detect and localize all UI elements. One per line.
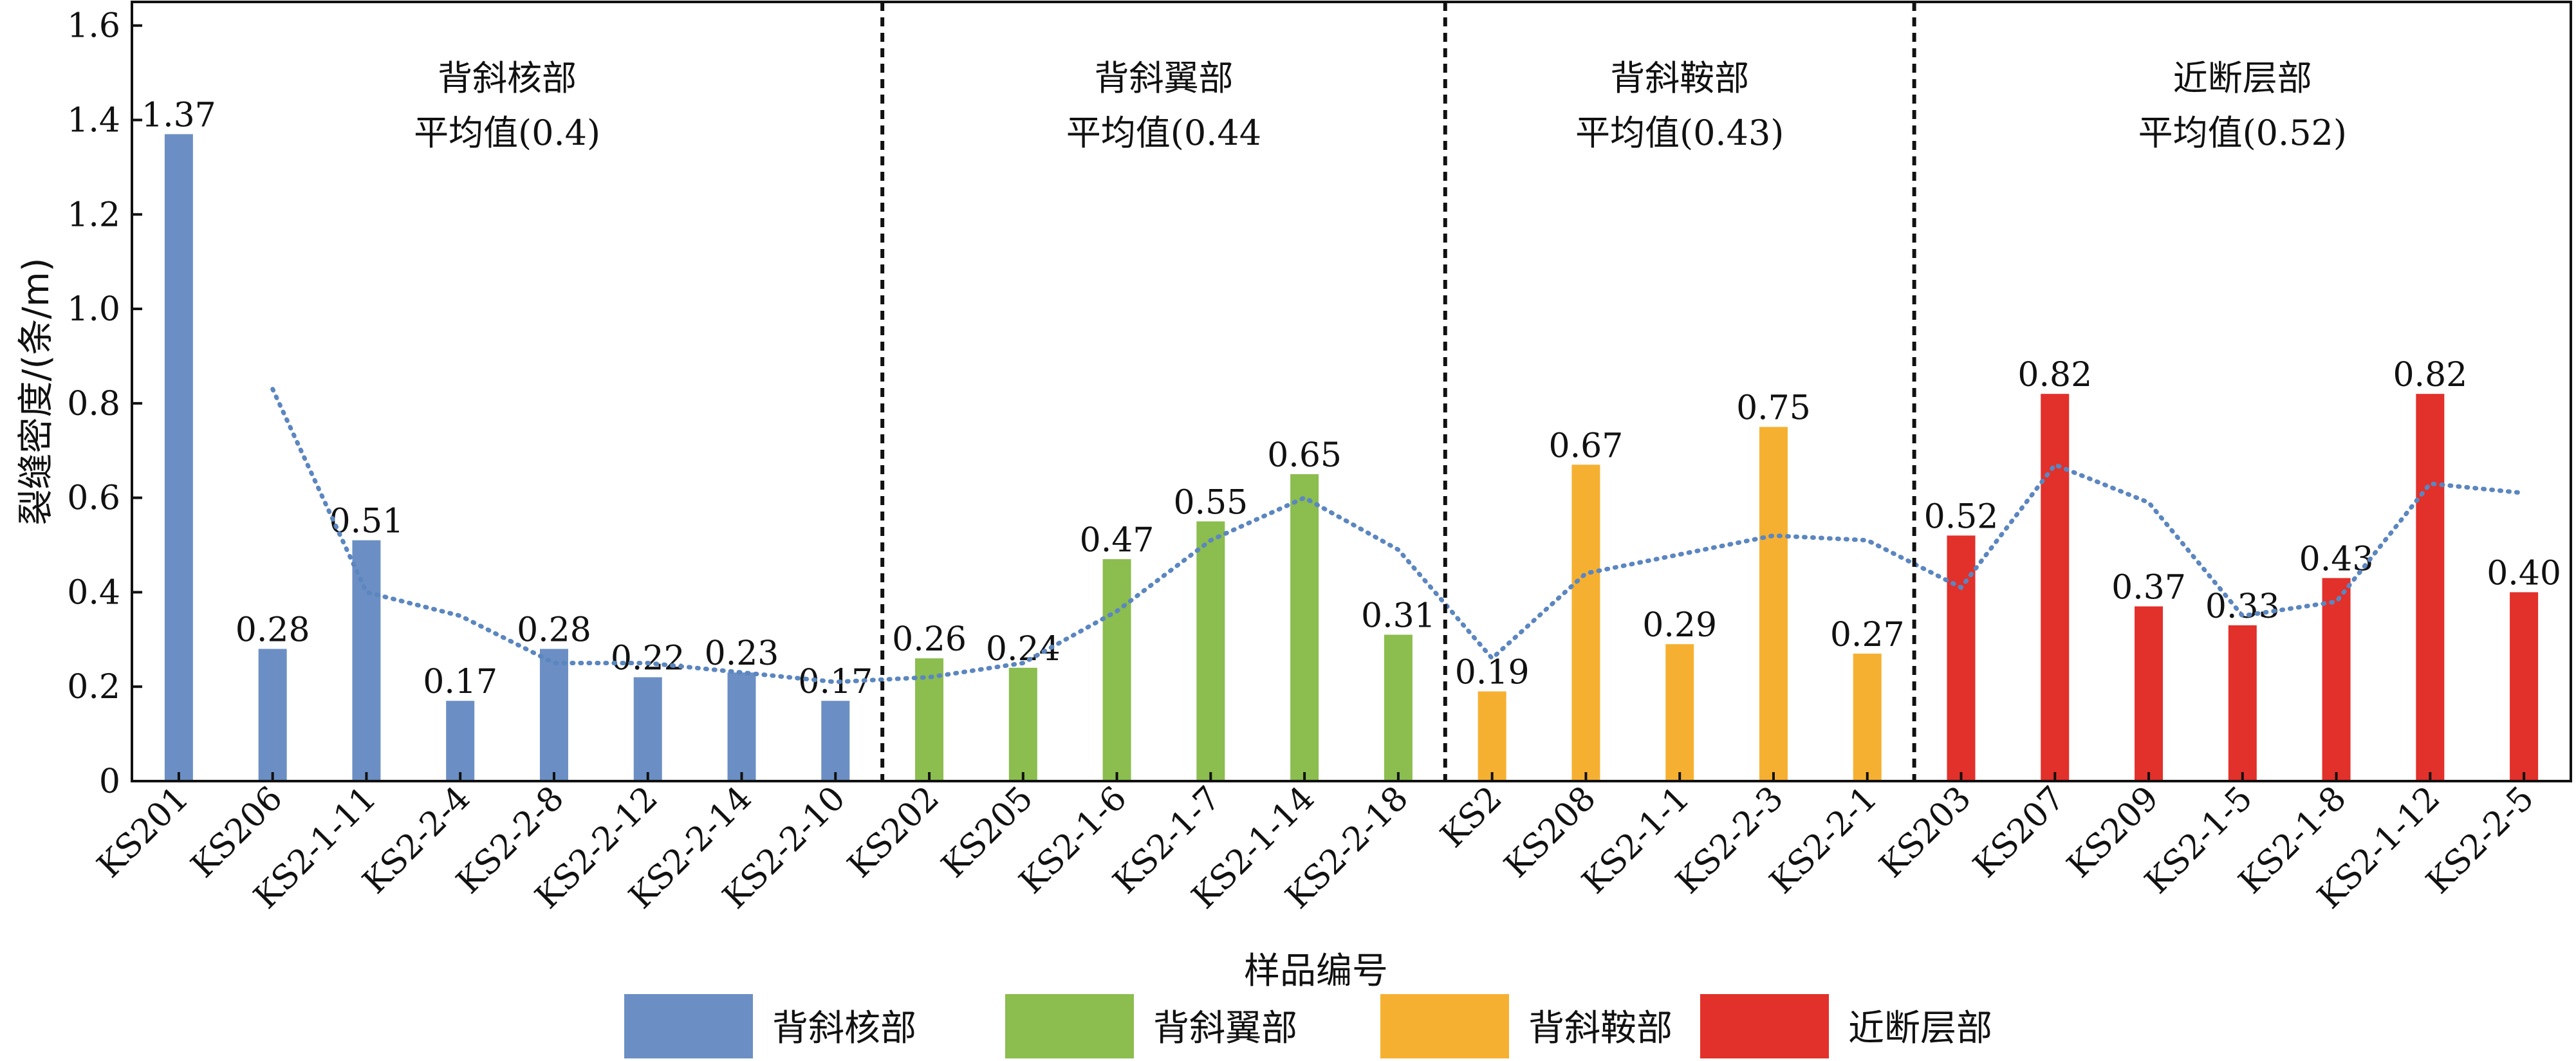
bar-KS2-2-14 (727, 672, 756, 781)
region-average: 平均值(0.44 (1066, 113, 1261, 153)
data-label: 0.67 (1549, 427, 1624, 465)
bar-KS2-1-8 (2322, 578, 2351, 781)
data-label: 0.19 (1455, 654, 1530, 692)
region-title: 近断层部 (2173, 58, 2312, 98)
bar-KS205 (1008, 667, 1037, 781)
data-label: 0.29 (1642, 606, 1717, 645)
bar-KS2-1-11 (352, 540, 381, 781)
bar-KS2-1-5 (2228, 625, 2257, 781)
region-title: 背斜鞍部 (1610, 58, 1749, 98)
plot-frame (131, 1, 2572, 782)
x-tick-label: KS207 (1966, 779, 2072, 885)
bar-KS2-2-12 (633, 677, 662, 781)
x-tick-label: KS202 (840, 779, 947, 885)
bar-KS2-2-1 (1853, 653, 1882, 781)
bar-KS2-1-12 (2416, 394, 2445, 781)
data-label: 0.27 (1830, 616, 1905, 654)
data-label: 0.82 (2017, 356, 2092, 394)
y-tick-label: 0 (99, 762, 120, 801)
x-tick-label: KS2 (1433, 779, 1509, 855)
data-label: 0.82 (2393, 356, 2467, 394)
data-label: 0.23 (705, 634, 779, 673)
y-tick-label: 0.6 (67, 479, 120, 518)
bar-KS208 (1571, 465, 1600, 781)
data-label: 1.37 (142, 97, 216, 135)
x-tick-label: KS203 (1872, 779, 1978, 885)
region-title: 背斜翼部 (1094, 58, 1233, 98)
bar-KS2-2-3 (1759, 427, 1788, 781)
y-tick-label: 0.8 (67, 385, 120, 423)
y-tick-label: 1.2 (67, 196, 120, 234)
bar-KS201 (164, 134, 193, 781)
data-label: 0.31 (1361, 596, 1436, 635)
legend-label: 背斜翼部 (1153, 1008, 1297, 1049)
bar-KS2-2-8 (539, 649, 568, 781)
data-label: 0.33 (2205, 587, 2280, 626)
plot-area: 1.370.280.510.170.280.22 0.230.170.26 0.24… (142, 2, 2561, 781)
data-label: 0.28 (517, 611, 591, 649)
bar-KS2-1-6 (1102, 559, 1131, 781)
bar-KS2-1-7 (1196, 521, 1225, 781)
region-average: 平均值(0.43) (1575, 113, 1784, 153)
bar-KS2-2-18 (1384, 634, 1413, 781)
bar-KS206 (258, 649, 287, 781)
bar-KS207 (2041, 394, 2070, 781)
data-label: 0.17 (798, 663, 873, 701)
data-label: 0.75 (1736, 389, 1811, 428)
legend-swatch-saddle (1380, 994, 1509, 1058)
data-label: 0.22 (611, 640, 685, 678)
bar-KS2-1-1 (1665, 644, 1694, 781)
y-axis-title: 裂缝密度/(条/m) (15, 258, 57, 526)
bar-KS209 (2135, 606, 2164, 781)
data-label: 0.43 (2299, 540, 2374, 578)
legend-swatch-fault (1700, 994, 1829, 1058)
data-label: 0.37 (2111, 568, 2186, 607)
data-label: 0.47 (1080, 521, 1154, 560)
data-label: 0.26 (892, 620, 967, 659)
data-label: 0.40 (2487, 554, 2561, 593)
trend-line (270, 387, 2526, 685)
data-label: 0.52 (1924, 497, 1999, 536)
legend-swatch-wing (1005, 994, 1134, 1058)
y-tick-label: 0.4 (67, 573, 120, 612)
region-title: 背斜核部 (438, 58, 577, 98)
legend-swatch-core (624, 994, 753, 1058)
legend-label: 近断层部 (1848, 1008, 1992, 1049)
bar-KS2-1-14 (1290, 474, 1319, 781)
y-tick-label: 1.0 (67, 290, 120, 329)
data-label: 0.65 (1267, 436, 1342, 475)
y-tick-label: 0.2 (67, 668, 120, 706)
x-axis-title: 样品编号 (1244, 950, 1388, 992)
data-label: 0.55 (1173, 483, 1248, 522)
y-tick-label: 1.6 (67, 7, 120, 46)
data-label: 0.17 (423, 663, 497, 701)
region-average: 平均值(0.4) (414, 113, 600, 153)
legend-label: 背斜鞍部 (1528, 1008, 1673, 1049)
y-tick-label: 1.4 (67, 101, 120, 140)
data-label: 0.28 (236, 611, 310, 649)
bar-KS2-2-10 (821, 701, 850, 781)
bar-KS2 (1478, 691, 1506, 781)
bar-KS2-2-4 (446, 701, 475, 781)
legend-label: 背斜核部 (772, 1008, 916, 1049)
legend: 背斜核部 背斜翼部 背斜鞍部 近断层部 (624, 994, 1992, 1058)
region-average: 平均值(0.52) (2138, 113, 2347, 153)
bar-KS2-2-5 (2510, 592, 2539, 781)
